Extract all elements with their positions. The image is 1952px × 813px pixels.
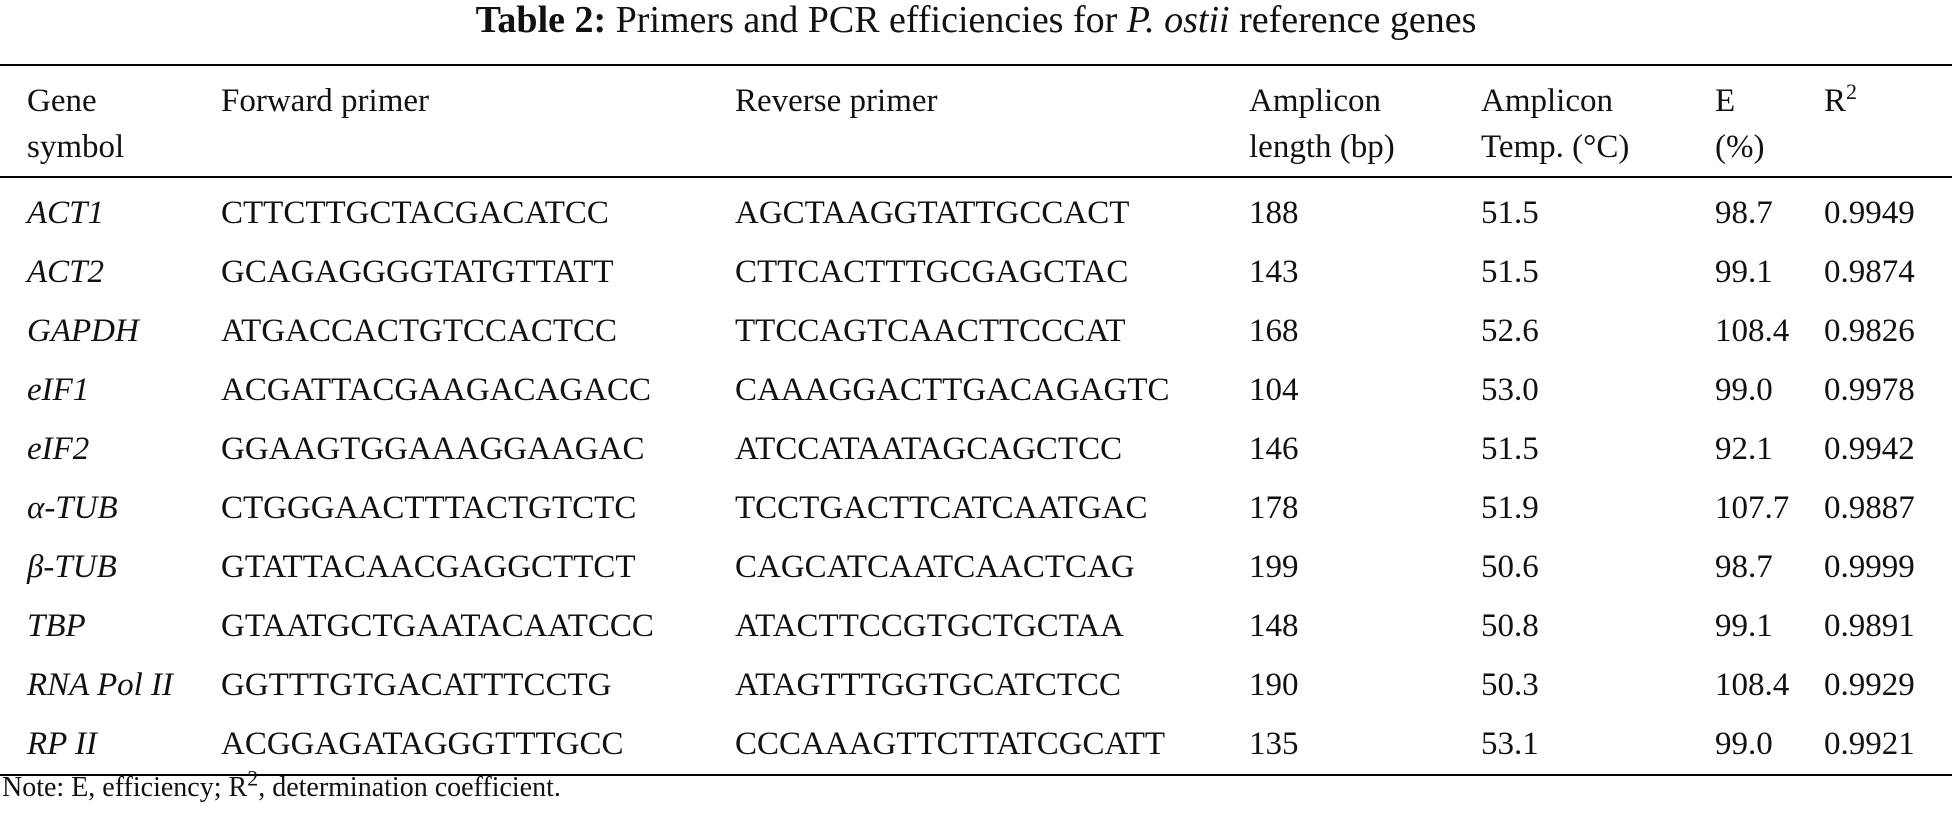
cell-reverse-primer: ATAGTTTGGTGCATCTCC (735, 667, 1122, 703)
table-title-prefix: Primers and PCR efficiencies for (615, 0, 1118, 41)
table-row: eIF2 GGAAGTGGAAAGGAAGAC ATCCATAATAGCAGCTCC… (0, 420, 1952, 479)
table-header: Gene symbol Forward primer Reverse primer… (0, 65, 1952, 177)
cell-gene-symbol: TBP (27, 608, 86, 644)
cell-amplicon-temp: 51.9 (1481, 490, 1539, 526)
header-amplicon-temp: Amplicon Temp. (°C) (1481, 83, 1630, 165)
cell-r-squared: 0.9891 (1824, 608, 1915, 644)
cell-amplicon-length: 148 (1249, 608, 1299, 644)
table-row: RNA Pol II GGTTTGTGACATTTCCTG ATAGTTTGGTGC… (0, 656, 1952, 715)
cell-amplicon-temp: 53.0 (1481, 372, 1539, 408)
header-efficiency: E (%) (1715, 83, 1765, 165)
cell-r-squared: 0.9942 (1824, 431, 1915, 467)
cell-amplicon-temp: 53.1 (1481, 726, 1539, 762)
table-title-species: P. ostii (1126, 0, 1230, 41)
cell-amplicon-length: 104 (1249, 372, 1299, 408)
header-row: Gene symbol Forward primer Reverse primer… (0, 65, 1952, 177)
cell-amplicon-length: 135 (1249, 726, 1299, 762)
cell-reverse-primer: ATACTTCCGTGCTGCTAA (735, 608, 1124, 644)
cell-amplicon-length: 188 (1249, 195, 1299, 231)
header-reverse-primer: Reverse primer (735, 83, 938, 119)
cell-forward-primer: GTATTACAACGAGGCTTCT (221, 549, 636, 585)
cell-forward-primer: GGAAGTGGAAAGGAAGAC (221, 431, 645, 467)
table-row: α-TUB CTGGGAACTTTACTGTCTC TCCTGACTTCATCAAT… (0, 479, 1952, 538)
cell-amplicon-temp: 51.5 (1481, 195, 1539, 231)
cell-amplicon-length: 143 (1249, 254, 1299, 290)
cell-forward-primer: GCAGAGGGGTATGTTATT (221, 254, 614, 290)
cell-r-squared: 0.9921 (1824, 726, 1915, 762)
cell-gene-symbol: eIF2 (27, 431, 90, 467)
cell-reverse-primer: ATCCATAATAGCAGCTCC (735, 431, 1123, 467)
cell-forward-primer: ACGGAGATAGGGTTTGCC (221, 726, 624, 762)
cell-reverse-primer: CAAAGGACTTGACAGAGTC (735, 372, 1170, 408)
cell-gene-symbol: α-TUB (27, 490, 118, 526)
cell-r-squared: 0.9887 (1824, 490, 1915, 526)
cell-reverse-primer: CCCAAAGTTCTTATCGCATT (735, 726, 1166, 762)
cell-forward-primer: GTAATGCTGAATACAATCCC (221, 608, 654, 644)
cell-amplicon-length: 146 (1249, 431, 1299, 467)
table-row: ACT2 GCAGAGGGGTATGTTATT CTTCACTTTGCGAGCTAC… (0, 243, 1952, 302)
cell-reverse-primer: TCCTGACTTCATCAATGAC (735, 490, 1148, 526)
cell-amplicon-temp: 50.3 (1481, 667, 1539, 703)
cell-gene-symbol: RNA Pol II (27, 667, 174, 703)
cell-efficiency: 107.7 (1715, 490, 1790, 526)
cell-r-squared: 0.9874 (1824, 254, 1915, 290)
cell-efficiency: 98.7 (1715, 195, 1773, 231)
cell-amplicon-temp: 51.5 (1481, 431, 1539, 467)
cell-efficiency: 92.1 (1715, 431, 1773, 467)
cell-amplicon-temp: 50.8 (1481, 608, 1539, 644)
cell-forward-primer: CTGGGAACTTTACTGTCTC (221, 490, 637, 526)
table-row: β-TUB GTATTACAACGAGGCTTCT CAGCATCAATCAACTC… (0, 538, 1952, 597)
cell-efficiency: 108.4 (1715, 667, 1790, 703)
table-note: Note: E, efficiency; R2, determination c… (2, 765, 561, 803)
table-title-suffix: reference genes (1239, 0, 1477, 41)
cell-forward-primer: CTTCTTGCTACGACATCC (221, 195, 609, 231)
table-row: RP II ACGGAGATAGGGTTTGCC CCCAAAGTTCTTATCGC… (0, 715, 1952, 775)
cell-reverse-primer: TTCCAGTCAACTTCCCAT (735, 313, 1126, 349)
table-row: ACT1 CTTCTTGCTACGACATCC AGCTAAGGTATTGCCACT… (0, 177, 1952, 243)
cell-r-squared: 0.9826 (1824, 313, 1915, 349)
primer-table: Gene symbol Forward primer Reverse primer… (0, 64, 1952, 776)
cell-amplicon-length: 178 (1249, 490, 1299, 526)
cell-forward-primer: ACGATTACGAAGACAGACC (221, 372, 652, 408)
cell-reverse-primer: AGCTAAGGTATTGCCACT (735, 195, 1130, 231)
header-amplicon-length: Amplicon length (bp) (1249, 83, 1395, 165)
header-r-squared: R2 (1824, 79, 1858, 120)
table-title: Table 2: Primers and PCR efficiencies fo… (0, 0, 1952, 40)
table-row: eIF1 ACGATTACGAAGACAGACC CAAAGGACTTGACAGAG… (0, 361, 1952, 420)
cell-efficiency: 99.0 (1715, 726, 1773, 762)
cell-gene-symbol: β-TUB (27, 549, 117, 585)
cell-amplicon-temp: 51.5 (1481, 254, 1539, 290)
cell-amplicon-length: 199 (1249, 549, 1299, 585)
table-body: ACT1 CTTCTTGCTACGACATCC AGCTAAGGTATTGCCACT… (0, 177, 1952, 775)
cell-forward-primer: ATGACCACTGTCCACTCC (221, 313, 618, 349)
cell-efficiency: 99.1 (1715, 254, 1773, 290)
header-forward-primer: Forward primer (221, 83, 430, 119)
cell-gene-symbol: ACT2 (27, 254, 105, 290)
cell-r-squared: 0.9999 (1824, 549, 1915, 585)
cell-amplicon-length: 190 (1249, 667, 1299, 703)
cell-gene-symbol: GAPDH (27, 313, 139, 349)
cell-gene-symbol: ACT1 (27, 195, 105, 231)
cell-forward-primer: GGTTTGTGACATTTCCTG (221, 667, 612, 703)
cell-efficiency: 98.7 (1715, 549, 1773, 585)
cell-r-squared: 0.9949 (1824, 195, 1915, 231)
cell-amplicon-length: 168 (1249, 313, 1299, 349)
cell-efficiency: 108.4 (1715, 313, 1790, 349)
table-row: GAPDH ATGACCACTGTCCACTCC TTCCAGTCAACTTCCCA… (0, 302, 1952, 361)
cell-amplicon-temp: 52.6 (1481, 313, 1539, 349)
cell-amplicon-temp: 50.6 (1481, 549, 1539, 585)
cell-reverse-primer: CTTCACTTTGCGAGCTAC (735, 254, 1129, 290)
cell-r-squared: 0.9978 (1824, 372, 1915, 408)
cell-reverse-primer: CAGCATCAATCAACTCAG (735, 549, 1135, 585)
cell-gene-symbol: eIF1 (27, 372, 90, 408)
table-title-label: Table 2: (475, 0, 607, 41)
cell-efficiency: 99.1 (1715, 608, 1773, 644)
cell-efficiency: 99.0 (1715, 372, 1773, 408)
table-row: TBP GTAATGCTGAATACAATCCC ATACTTCCGTGCTGCTA… (0, 597, 1952, 656)
header-gene-symbol: Gene symbol (27, 83, 125, 165)
cell-gene-symbol: RP II (27, 726, 97, 762)
cell-r-squared: 0.9929 (1824, 667, 1915, 703)
